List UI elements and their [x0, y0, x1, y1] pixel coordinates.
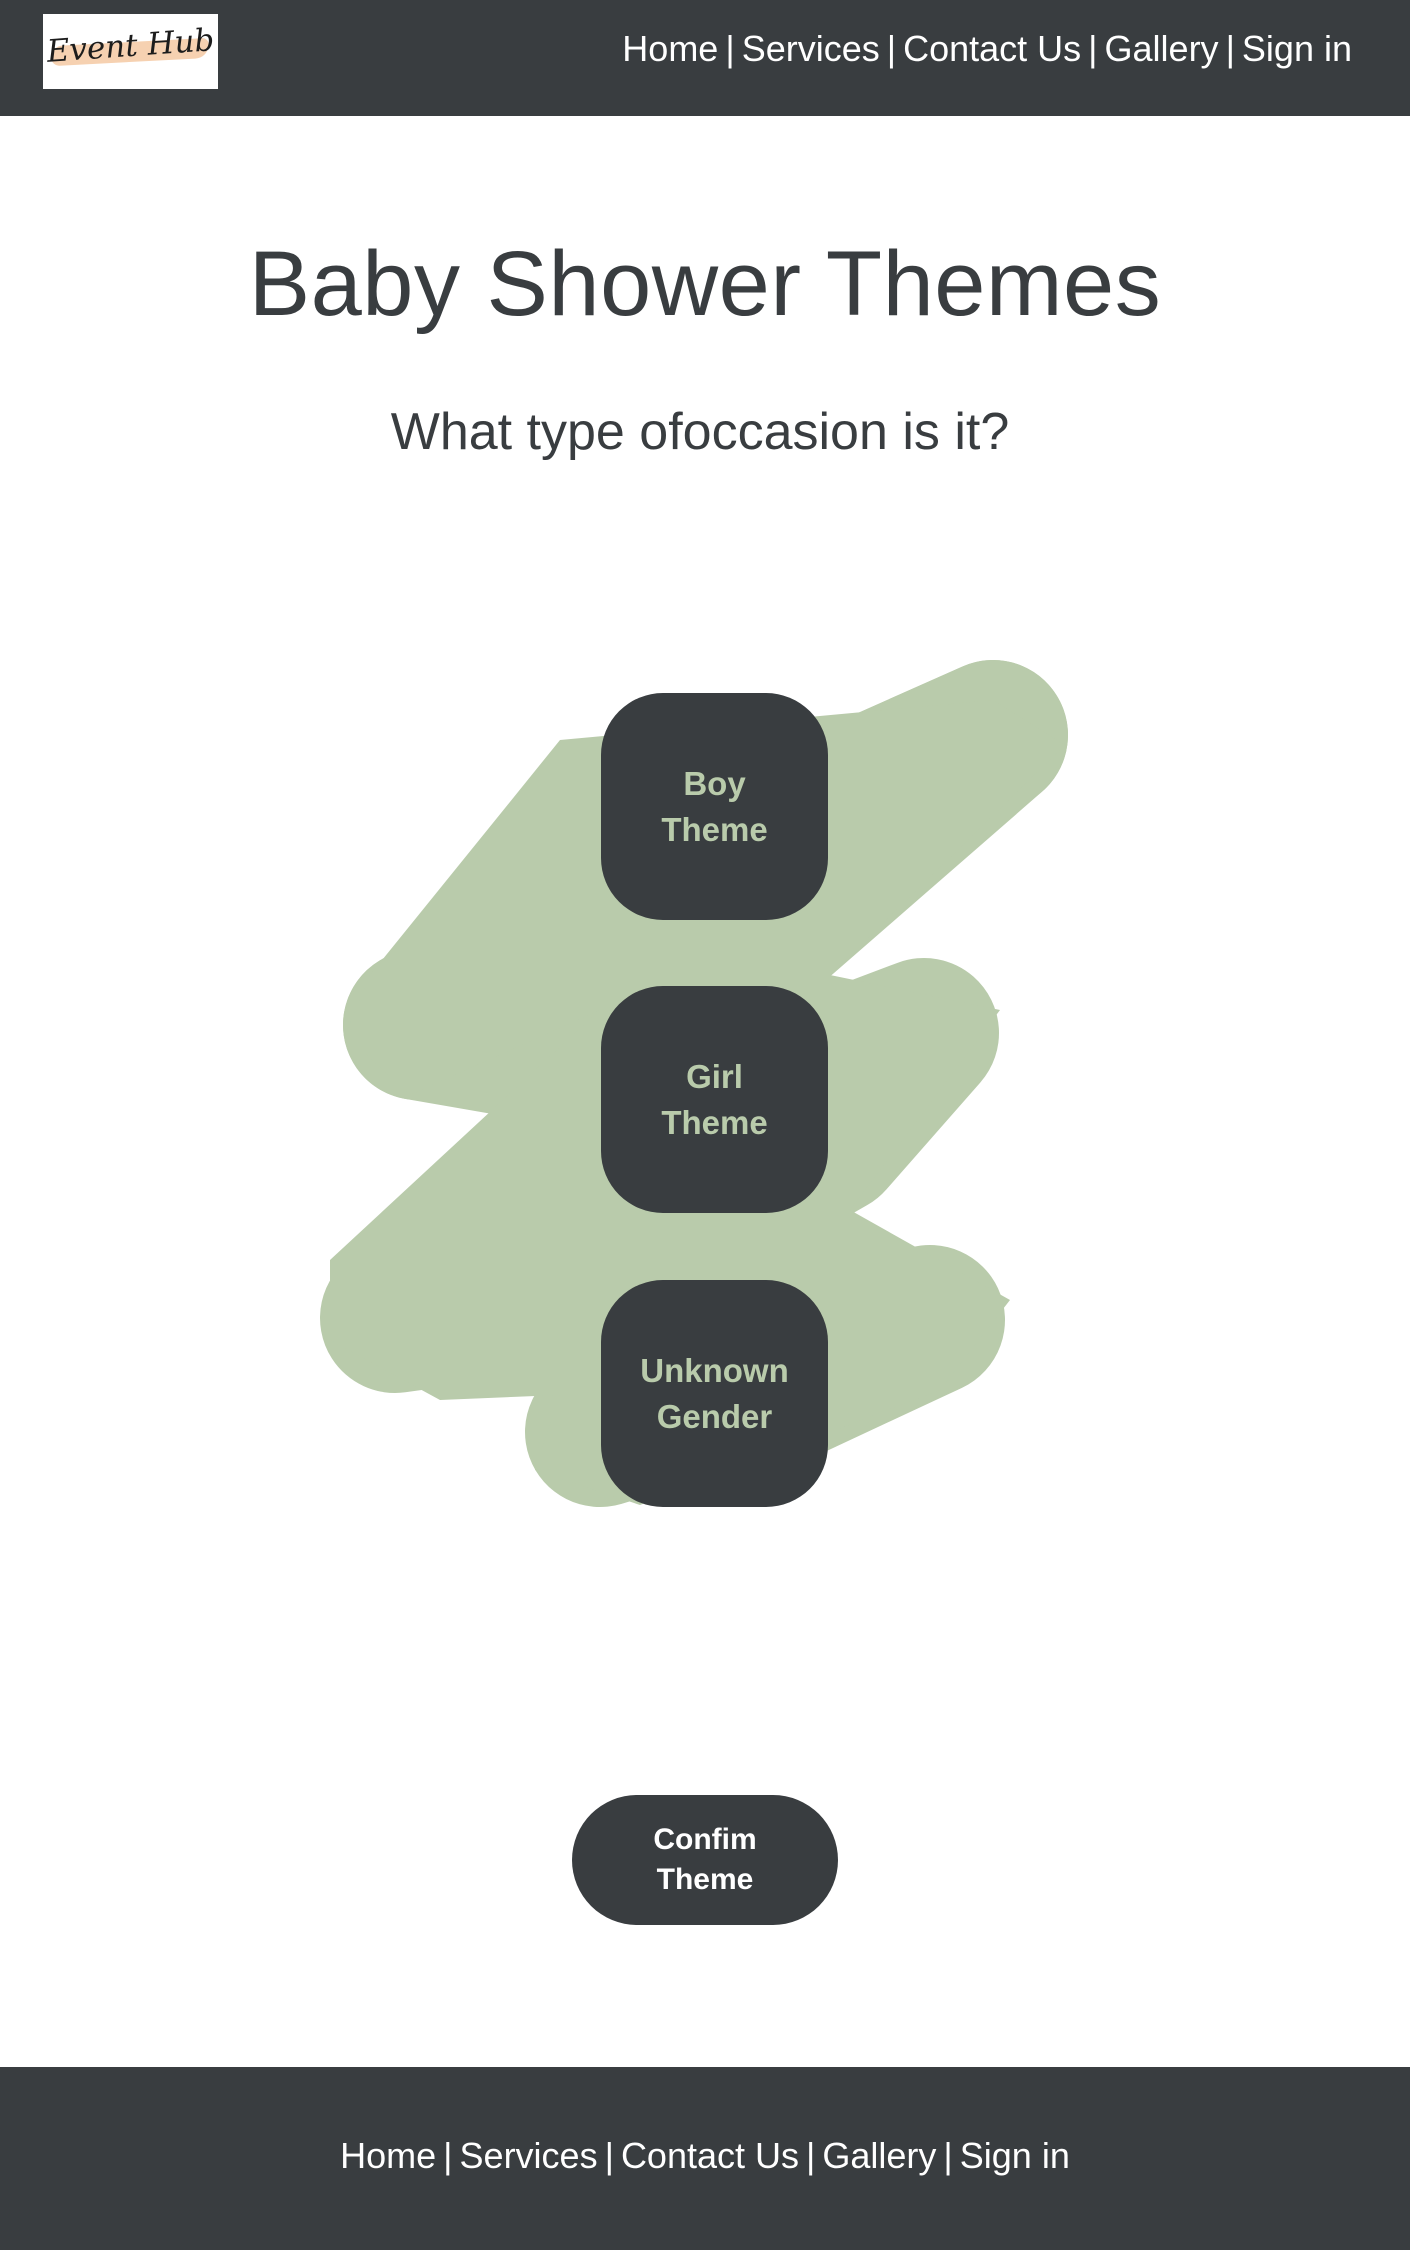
nav-services[interactable]: Services [741, 28, 880, 69]
footer-nav-contact-us[interactable]: Contact Us [620, 2135, 800, 2176]
nav-separator: | [806, 2135, 816, 2176]
boy-theme-button[interactable]: Boy Theme [601, 693, 828, 920]
page-title: Baby Shower Themes [248, 233, 1162, 335]
nav-sign-in[interactable]: Sign in [1241, 28, 1352, 69]
confirm-theme-label: Confim Theme [653, 1823, 757, 1896]
nav-separator: | [886, 28, 897, 69]
footer-nav-services[interactable]: Services [459, 2135, 598, 2176]
footer-nav-home[interactable]: Home [340, 2135, 437, 2176]
nav-contact-us[interactable]: Contact Us [903, 28, 1082, 69]
nav-home[interactable]: Home [622, 28, 719, 69]
nav-separator: | [604, 2135, 614, 2176]
confirm-theme-button[interactable]: Confim Theme [572, 1795, 838, 1925]
girl-theme-label: Girl Theme [661, 1057, 768, 1141]
nav-separator: | [1088, 28, 1098, 69]
page-subtitle: What type ofoccasion is it? [390, 403, 1010, 461]
nav-gallery[interactable]: Gallery [1104, 28, 1219, 69]
nav-separator: | [725, 28, 735, 69]
header-nav: Home | Services | Contact Us | Gallery | Sign in [622, 28, 1352, 70]
event-hub-logo[interactable]: Event Hub [43, 14, 218, 89]
header-bar: Event Hub Home | Services | Contact Us | Galle… [0, 0, 1410, 116]
nav-separator: | [443, 2135, 453, 2176]
footer-nav: Home | Services | Contact Us | Gallery | Sign in [0, 2135, 1410, 2177]
footer-nav-gallery[interactable]: Gallery [822, 2135, 937, 2176]
footer-bar: Home | Services | Contact Us | Gallery | Sign in [0, 2067, 1410, 2250]
nav-separator: | [943, 2135, 953, 2176]
boy-theme-label: Boy Theme [661, 764, 768, 848]
girl-theme-button[interactable]: Girl Theme [601, 986, 828, 1213]
unknown-gender-button[interactable]: Unknown Gender [601, 1280, 828, 1507]
nav-separator: | [1225, 28, 1235, 69]
unknown-gender-label: Unknown Gender [640, 1351, 789, 1435]
footer-nav-sign-in[interactable]: Sign in [959, 2135, 1070, 2176]
